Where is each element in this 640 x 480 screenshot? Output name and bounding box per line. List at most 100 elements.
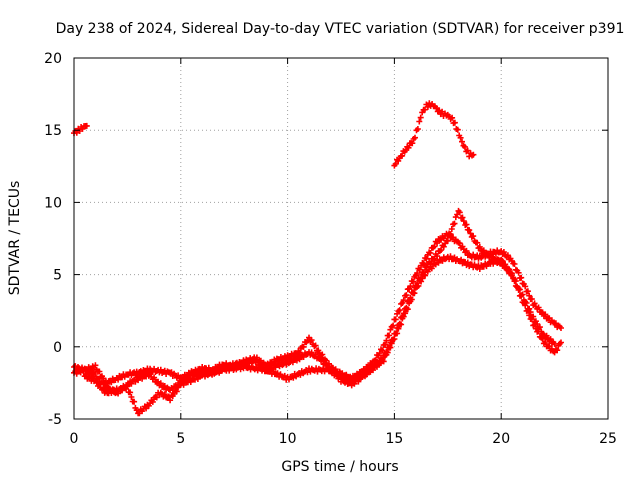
data-point-track-c [387,344,394,351]
data-point-track-c [547,336,554,343]
data-point-track-a [558,325,564,331]
data-point-track-c [388,340,395,347]
data-point-track-a [390,322,397,329]
x-tick-label: 0 [70,431,79,447]
data-point-track-c [395,325,402,332]
y-tick-label: 15 [44,123,62,139]
data-point-track-b [470,233,477,240]
data-point-track-b [444,237,451,244]
data-point-track-late [405,144,412,151]
data-point-track-late [424,103,431,110]
data-point-track-c [394,330,401,337]
data-point-track-c [173,388,180,395]
data-point-track-a [379,347,386,354]
data-point-track-b [466,227,473,234]
x-tick-label: 25 [599,431,617,447]
data-point-track-c [502,261,509,268]
data-point-track-c [527,309,534,316]
data-point-track-a [531,300,538,307]
x-axis-label: GPS time / hours [281,459,398,475]
data-point-track-c [536,324,543,331]
chart-title: Day 238 of 2024, Sidereal Day-to-day VTE… [56,21,625,37]
data-point-track-a [456,240,463,247]
y-tick-label: 5 [53,268,62,284]
data-point-track-a [308,337,315,344]
y-tick-label: 0 [53,340,62,356]
data-point-track-c [391,336,398,342]
data-point-track-c [281,372,288,379]
data-point-track-late [454,126,461,133]
data-point-track-late [412,134,418,141]
data-point-track-c [402,310,409,317]
data-point-track-c [506,266,513,273]
data-point-track-c [128,394,135,400]
data-point-track-c [96,381,103,388]
data-point-track-c [499,257,506,264]
data-point-track-a [524,288,531,295]
data-point-track-late [451,119,458,126]
data-point-track-a [383,337,390,344]
data-point-track-b [151,374,158,381]
data-point-track-b [440,243,447,250]
data-point-track-a [386,332,393,339]
data-point-track-a [526,292,533,299]
data-point-track-a [427,250,434,256]
x-tick-label: 10 [279,431,297,447]
ticks-layer: 0 5 10 15 20 25 -5 0 5 10 15 20 [44,51,617,447]
data-point-track-c [526,305,533,312]
data-point-track-c [508,270,515,277]
data-point-track-c [435,259,442,266]
data-point-track-a [423,255,430,262]
data-point-track-late [414,126,421,132]
data-point-track-c [127,389,134,396]
data-point-track-c [131,398,138,405]
data-point-track-a [504,252,511,259]
data-point-track-a [96,368,103,375]
data-point-track-b [92,371,99,377]
data-point-track-c [523,300,530,306]
data-point-track-a [528,296,535,302]
plot-frame [73,57,609,420]
data-point-track-b [476,243,483,250]
data-point-track-early [83,122,90,129]
data-point-track-a [400,297,407,304]
data-point-track-b [296,356,303,363]
data-point-track-c [543,332,550,339]
data-point-track-c [161,391,168,398]
data-point-track-late [409,140,416,147]
data-point-track-a [535,304,542,311]
y-tick-label: 20 [44,51,62,67]
data-point-track-b [96,375,103,382]
data-point-track-b [157,380,164,387]
data-point-track-c [519,291,526,298]
data-point-track-a [511,261,518,267]
data-point-track-c [408,296,415,303]
data-point-track-c [374,363,380,370]
data-point-track-c [428,265,435,272]
data-point-track-b [319,356,326,363]
data-point-track-c [124,383,131,390]
data-point-track-b [447,231,454,238]
x-tick-label: 5 [176,431,185,447]
data-point-track-c [330,366,337,373]
data-point-track-b [448,226,455,232]
data-point-track-a [403,292,410,299]
data-point-track-a [515,269,522,276]
x-tick-label: 15 [385,431,403,447]
data-point-track-a [518,274,525,281]
data-point-track-c [411,290,418,297]
data-point-track-b [451,220,458,227]
marks-layer [71,100,564,417]
data-point-track-a [434,240,441,247]
data-point-track-b [463,221,470,228]
data-point-track-late [470,151,477,158]
data-point-track-c [418,278,425,285]
data-point-track-c [274,370,281,377]
data-point-track-c [530,313,537,320]
grid-layer [74,58,608,419]
data-point-track-a [542,311,549,318]
y-tick-label: -5 [48,412,62,428]
data-point-track-late [457,134,464,141]
data-point-track-b [558,339,564,346]
